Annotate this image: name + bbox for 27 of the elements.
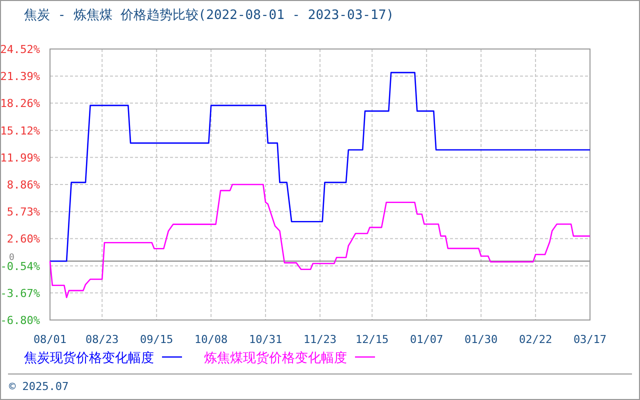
- y-tick-label: 2.60%: [6, 232, 40, 246]
- x-tick-label: 10/31: [248, 333, 282, 346]
- y-tick-label: 8.86%: [6, 178, 40, 192]
- x-tick-label: 11/23: [303, 333, 337, 346]
- line-series: [49, 72, 591, 262]
- y-tick-label: -3.67%: [0, 286, 40, 300]
- x-tick-label: 02/22: [518, 333, 552, 346]
- x-tick-label: 01/30: [464, 333, 498, 346]
- legend-label: 焦炭现货价格变化幅度: [24, 350, 154, 366]
- legend-label: 炼焦煤现货价格变化幅度: [204, 350, 347, 366]
- y-tick-label: 21.39%: [0, 70, 40, 84]
- chart-title: 焦炭 - 炼焦煤 价格趋势比较(2022-08-01 - 2023-03-17): [24, 8, 394, 23]
- y-tick-label: 18.26%: [0, 97, 40, 110]
- y-tick-label: 5.73%: [6, 206, 40, 219]
- y-tick-label: 24.52%: [0, 43, 40, 56]
- x-tick-label: 08/23: [86, 333, 119, 346]
- text: © 2025.07: [9, 380, 69, 393]
- y-tick-label: 15.12%: [0, 124, 40, 138]
- y-tick-label: -6.80%: [0, 314, 40, 327]
- x-tick-label: 03/17: [573, 333, 607, 346]
- y-tick-label: 11.99%: [0, 151, 40, 164]
- line-series: [49, 184, 591, 298]
- x-tick-label: 09/15: [140, 333, 174, 346]
- x-tick-label: 10/08: [194, 333, 228, 346]
- x-tick-label: 08/01: [33, 333, 67, 346]
- x-tick-label: 01/07: [410, 333, 444, 346]
- x-tick-label: 12/15: [356, 333, 389, 346]
